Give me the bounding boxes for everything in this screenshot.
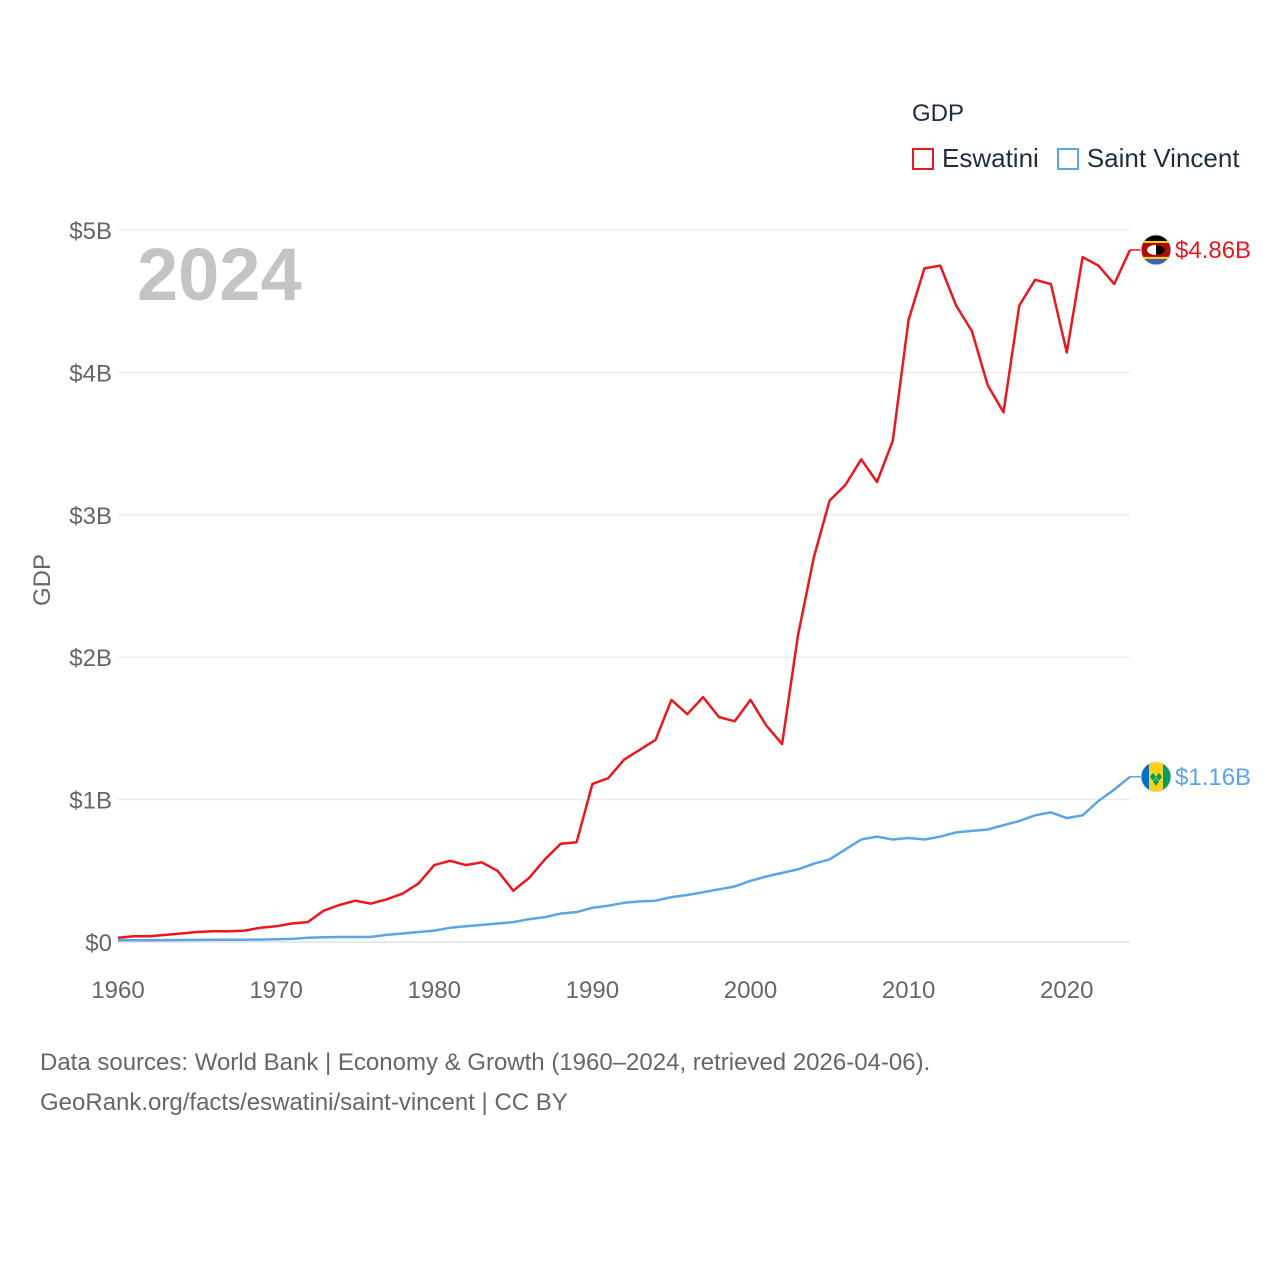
y-tick-label: $5B xyxy=(69,218,112,245)
y-tick-label: $1B xyxy=(69,788,112,815)
x-tick-label: 1970 xyxy=(249,977,302,1004)
end-markers xyxy=(1140,234,1172,793)
end-value-labels: $4.86B $1.16B xyxy=(1175,237,1251,791)
y-tick-label: $2B xyxy=(69,645,112,672)
footer-sources: Data sources: World Bank | Economy & Gro… xyxy=(40,1049,931,1076)
series-lines xyxy=(117,249,1142,942)
y-tick-label: $3B xyxy=(69,503,112,530)
legend-swatch-eswatini xyxy=(912,147,934,170)
series-line-saint-vincent xyxy=(117,775,1131,942)
legend-item-eswatini[interactable]: Eswatini xyxy=(912,143,1039,174)
y-axis-ticks: $0 $1B $2B $3B $4B $5B xyxy=(69,218,112,957)
x-tick-label: 1980 xyxy=(408,977,461,1004)
x-tick-label: 2020 xyxy=(1040,977,1093,1004)
x-tick-label: 1960 xyxy=(91,977,144,1004)
legend-label-eswatini: Eswatini xyxy=(942,143,1039,173)
x-tick-label: 2000 xyxy=(724,977,777,1004)
footer: Data sources: World Bank | Economy & Gro… xyxy=(40,1043,930,1123)
end-value-label-saint-vincent: $1.16B xyxy=(1175,764,1251,791)
gridlines xyxy=(118,229,1130,943)
series-line-eswatini xyxy=(117,249,1132,939)
x-axis-ticks: 1960 1970 1980 1990 2000 2010 2020 xyxy=(91,977,1093,1004)
eswatini-flag-icon xyxy=(1140,234,1172,266)
x-tick-label: 1990 xyxy=(566,977,619,1004)
end-value-label-eswatini: $4.86B xyxy=(1175,237,1251,264)
footer-link[interactable]: GeoRank.org/facts/eswatini/saint-vincent… xyxy=(40,1089,568,1116)
legend-title: GDP xyxy=(912,100,965,127)
legend-label-saint-vincent: Saint Vincent xyxy=(1086,143,1240,173)
y-tick-label: $0 xyxy=(85,930,112,957)
legend-swatch-saint-vincent xyxy=(1056,147,1079,170)
year-watermark: 2024 xyxy=(137,233,302,316)
x-tick-label: 2010 xyxy=(882,977,935,1004)
saint-vincent-flag-icon xyxy=(1140,761,1172,793)
y-tick-label: $4B xyxy=(69,360,112,387)
legend: Eswatini Saint Vincent xyxy=(912,143,1258,174)
legend-item-saint-vincent[interactable]: Saint Vincent xyxy=(1056,143,1240,174)
y-axis-title: GDP xyxy=(29,554,56,606)
